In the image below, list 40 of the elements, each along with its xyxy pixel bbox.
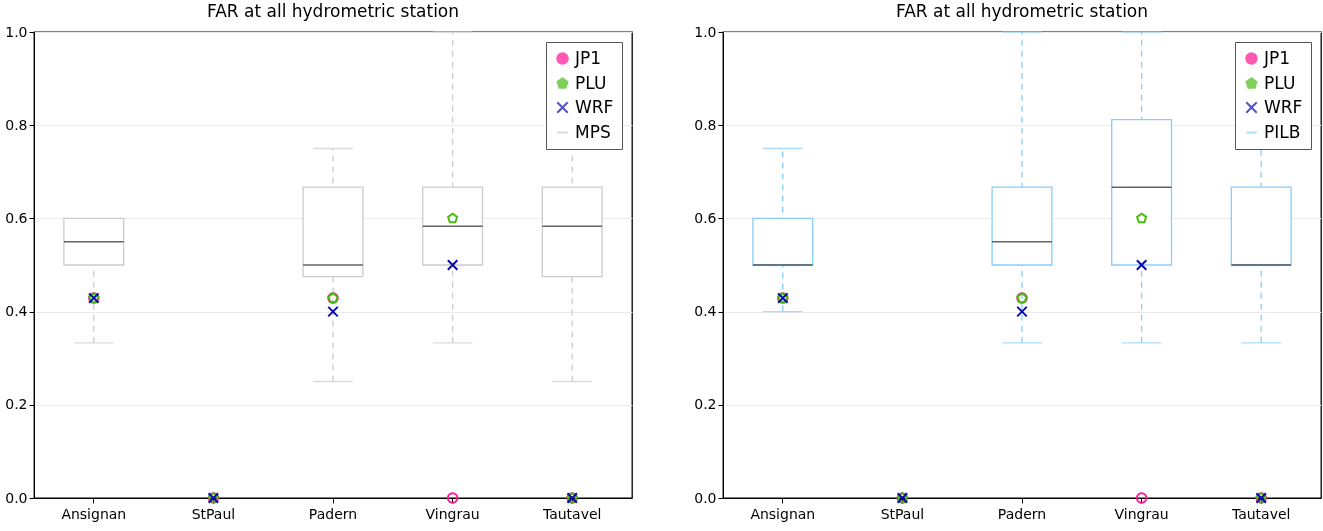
x-tick-label: Ansignan: [750, 505, 816, 522]
x-tick-label: Vingrau: [1114, 505, 1169, 522]
y-tick-label: 0.0: [694, 489, 717, 506]
y-tick-label: 0.6: [5, 209, 28, 226]
point: [446, 492, 459, 504]
legend-label: PLU: [1264, 72, 1296, 93]
y-tick-label: 1.0: [694, 23, 717, 40]
x-tick-label: Vingrau: [425, 505, 480, 522]
chart-title: FAR at all hydrometric station: [206, 1, 460, 21]
y-tick-label: 0.4: [694, 303, 717, 320]
y-tick-label: 0.8: [5, 116, 28, 133]
legend-label: PILB: [1264, 121, 1301, 142]
y-tick-label: 0.6: [694, 209, 717, 226]
point: [1136, 212, 1148, 224]
x-tick-label: StPaul: [880, 505, 925, 522]
legend-label: JP1: [574, 47, 602, 68]
y-tick-label: 1.0: [5, 23, 28, 40]
x-tick-label: Padern: [308, 505, 358, 522]
y-tick-label: 0.8: [694, 116, 717, 133]
x-tick-label: Tautavel: [541, 505, 602, 522]
x-tick-label: Tautavel: [1230, 505, 1291, 522]
point: [1135, 259, 1148, 271]
chart-title: FAR at all hydrometric station: [895, 1, 1149, 21]
legend-label: WRF: [1264, 96, 1303, 117]
legend-label: WRF: [575, 96, 614, 117]
point: [1135, 492, 1148, 504]
x-tick-label: Padern: [997, 505, 1047, 522]
x-tick-label: Ansignan: [61, 505, 127, 522]
point: [327, 305, 339, 318]
y-tick-label: 0.2: [694, 396, 717, 413]
point: [447, 212, 459, 224]
legend-label: JP1: [1263, 47, 1291, 68]
y-tick-label: 0.0: [5, 489, 28, 506]
y-tick-label: 0.2: [5, 396, 28, 413]
point: [446, 259, 459, 271]
point: [1016, 305, 1028, 318]
legend-label: PLU: [575, 72, 607, 93]
x-tick-label: StPaul: [191, 505, 236, 522]
legend-label: MPS: [575, 121, 611, 142]
y-tick-label: 0.4: [5, 303, 28, 320]
